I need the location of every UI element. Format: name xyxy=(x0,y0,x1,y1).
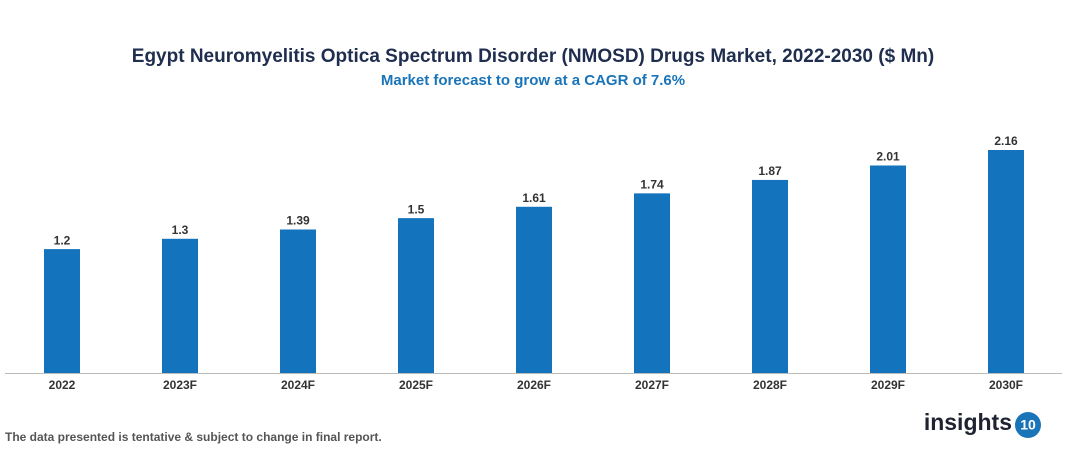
value-label: 1.61 xyxy=(522,191,546,205)
value-label: 1.87 xyxy=(758,164,782,178)
bar xyxy=(870,165,906,373)
value-label: 1.5 xyxy=(408,202,425,216)
value-label: 2.01 xyxy=(876,150,900,164)
bar xyxy=(44,249,80,373)
logo-number: 10 xyxy=(1020,417,1036,433)
value-label: 1.3 xyxy=(172,223,189,237)
x-tick-label: 2027F xyxy=(635,378,669,392)
x-tick-label: 2023F xyxy=(163,378,197,392)
logo-badge xyxy=(1015,412,1041,438)
value-label: 1.39 xyxy=(286,214,310,228)
value-label: 1.2 xyxy=(54,233,71,247)
bar xyxy=(280,229,316,373)
x-tick-label: 2025F xyxy=(399,378,433,392)
bar xyxy=(634,193,670,373)
x-tick-label: 2028F xyxy=(753,378,787,392)
footer-note: The data presented is tentative & subjec… xyxy=(5,430,382,444)
bar xyxy=(752,179,788,373)
chart-title: Egypt Neuromyelitis Optica Spectrum Diso… xyxy=(132,46,934,67)
chart-subtitle: Market forecast to grow at a CAGR of 7.6… xyxy=(381,72,685,89)
x-tick-label: 2026F xyxy=(517,378,551,392)
x-tick-label: 2022 xyxy=(49,378,76,392)
x-tick-label: 2030F xyxy=(989,378,1023,392)
bar xyxy=(162,238,198,373)
value-label: 1.74 xyxy=(640,178,664,192)
bar xyxy=(516,206,552,373)
x-tick-label: 2029F xyxy=(871,378,905,392)
x-tick-label: 2024F xyxy=(281,378,315,392)
bar xyxy=(988,150,1024,373)
bar xyxy=(398,218,434,373)
value-label: 2.16 xyxy=(994,134,1018,148)
logo-text: insights xyxy=(924,409,1012,435)
